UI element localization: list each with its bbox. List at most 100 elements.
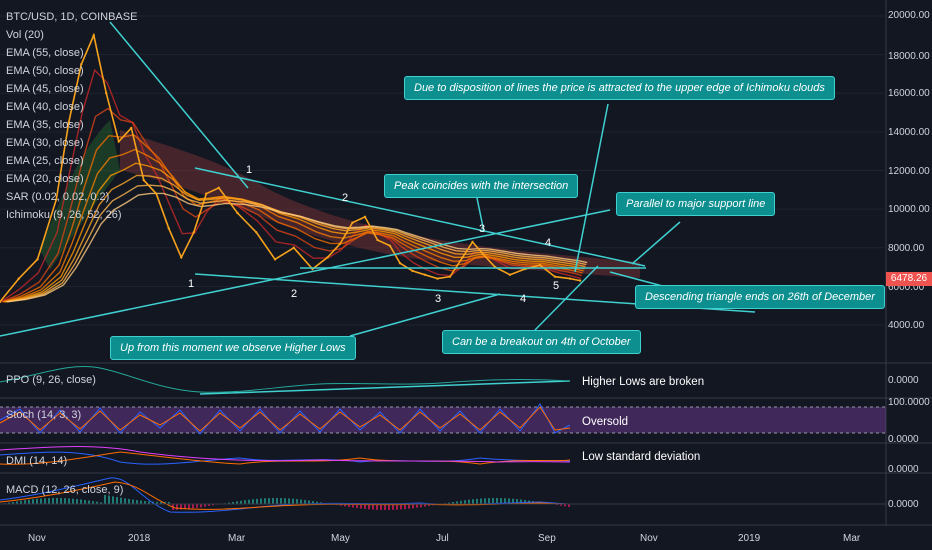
legend-item[interactable]: EMA (25, close) <box>6 155 84 167</box>
macd-bar <box>348 504 350 507</box>
macd-bar <box>276 498 278 504</box>
dmi-label[interactable]: DMI (14, 14) <box>6 455 68 467</box>
legend-item[interactable]: EMA (50, close) <box>6 65 84 77</box>
x-tick: May <box>331 533 350 544</box>
macd-bar <box>564 504 566 507</box>
macd-bar <box>452 501 454 504</box>
price-tick: 18000.00 <box>888 51 930 62</box>
price-point <box>167 227 170 230</box>
macd-bar <box>492 498 494 504</box>
macd-bar <box>148 501 150 504</box>
legend-item[interactable]: Vol (20) <box>6 29 44 41</box>
macd-bar <box>12 501 14 504</box>
macd-bar <box>84 499 86 504</box>
ema-line <box>7 192 588 303</box>
macd-bar <box>304 499 306 504</box>
macd-bar <box>384 504 386 510</box>
macd-bar <box>60 498 62 504</box>
macd-bar <box>400 504 402 510</box>
macd-bar <box>424 504 426 507</box>
price-point <box>448 275 452 278</box>
macd-bar <box>204 504 206 507</box>
legend-item[interactable]: Ichimoku (9, 26, 52, 26) <box>6 209 122 221</box>
indicator-legend: BTC/USD, 1D, COINBASE Vol (20) EMA (55, … <box>6 8 137 224</box>
macd-bar <box>404 504 406 510</box>
price-tick: 16000.00 <box>888 88 930 99</box>
callout-attracted: Due to disposition of lines the price is… <box>404 76 835 100</box>
stoch-label[interactable]: Stoch (14, 3, 3) <box>6 409 82 421</box>
macd-bar <box>296 499 298 504</box>
price-points <box>0 34 582 304</box>
macd-bar <box>396 504 398 510</box>
legend-item[interactable]: EMA (30, close) <box>6 137 84 149</box>
macd-bar <box>180 504 182 510</box>
macd-bar <box>92 501 94 504</box>
ppo-label[interactable]: PPO (9, 26, close) <box>6 374 96 386</box>
macd-bar <box>292 498 294 504</box>
macd-bar <box>408 504 410 509</box>
macd-bar <box>120 497 122 504</box>
macd-bar <box>228 502 230 504</box>
price-point <box>236 211 239 215</box>
price-point <box>55 198 58 201</box>
macd-bar <box>392 504 394 510</box>
legend-item[interactable]: EMA (35, close) <box>6 119 84 131</box>
x-tick: Jul <box>436 533 449 544</box>
macd-bar <box>196 504 198 508</box>
macd-bar <box>352 504 354 508</box>
price-point <box>192 231 195 234</box>
macd-bar <box>252 499 254 504</box>
chart-title: BTC/USD, 1D, COINBASE <box>6 11 138 23</box>
macd-bar <box>124 498 126 504</box>
legend-item[interactable]: EMA (45, close) <box>6 83 84 95</box>
macd-bar <box>20 500 22 504</box>
price-point <box>217 186 220 190</box>
macd-bar <box>232 501 234 504</box>
price-point <box>471 240 474 244</box>
macd-bar <box>264 498 266 504</box>
price-point <box>351 221 354 224</box>
price-point <box>423 273 427 276</box>
legend-item[interactable]: SAR (0.02, 0.02, 0.2) <box>6 191 110 203</box>
macd-bar <box>268 498 270 504</box>
macd-bar <box>112 496 114 504</box>
macd-bar <box>208 504 210 507</box>
price-point <box>338 242 342 246</box>
wave-label: 2 <box>342 192 349 204</box>
ichimoku-cloud <box>120 130 640 278</box>
macd-bar <box>240 500 242 504</box>
macd-bar <box>464 500 466 504</box>
macd-bar <box>88 500 90 504</box>
macd-bar <box>516 499 518 504</box>
x-tick: Nov <box>28 533 46 544</box>
x-tick: 2018 <box>128 533 151 544</box>
ppo-axis-tick: 0.0000 <box>888 375 919 386</box>
macd-bar <box>568 504 570 507</box>
macd-bar <box>344 504 346 507</box>
wave-label: 4 <box>545 237 552 249</box>
callout-breakout: Can be a breakout on 4th of October <box>442 330 641 354</box>
macd-bar <box>248 499 250 504</box>
legend-item[interactable]: EMA (55, close) <box>6 47 84 59</box>
macd-bar <box>100 502 102 504</box>
macd-bar <box>512 498 514 504</box>
price-point <box>436 277 439 280</box>
macd-bar <box>312 501 314 504</box>
macd-bar <box>416 504 418 508</box>
legend-item[interactable]: EMA (20, close) <box>6 173 84 185</box>
stoch-d-line <box>0 406 571 432</box>
legend-item[interactable]: EMA (40, close) <box>6 101 84 113</box>
macd-signal-line <box>0 481 571 510</box>
macd-label[interactable]: MACD (12, 26, close, 9) <box>6 484 124 496</box>
price-point <box>130 126 133 130</box>
macd-bar <box>388 504 390 510</box>
wave-label: 1 <box>188 278 195 290</box>
macd-bar <box>456 501 458 504</box>
callout-higher-lows: Up from this moment we observe Higher Lo… <box>110 336 356 360</box>
macd-bar <box>24 500 26 504</box>
price-tick: 14000.00 <box>888 127 930 138</box>
macd-bar <box>280 498 282 504</box>
macd-bar <box>368 504 370 510</box>
price-point <box>105 92 108 95</box>
macd-bar <box>156 501 158 504</box>
